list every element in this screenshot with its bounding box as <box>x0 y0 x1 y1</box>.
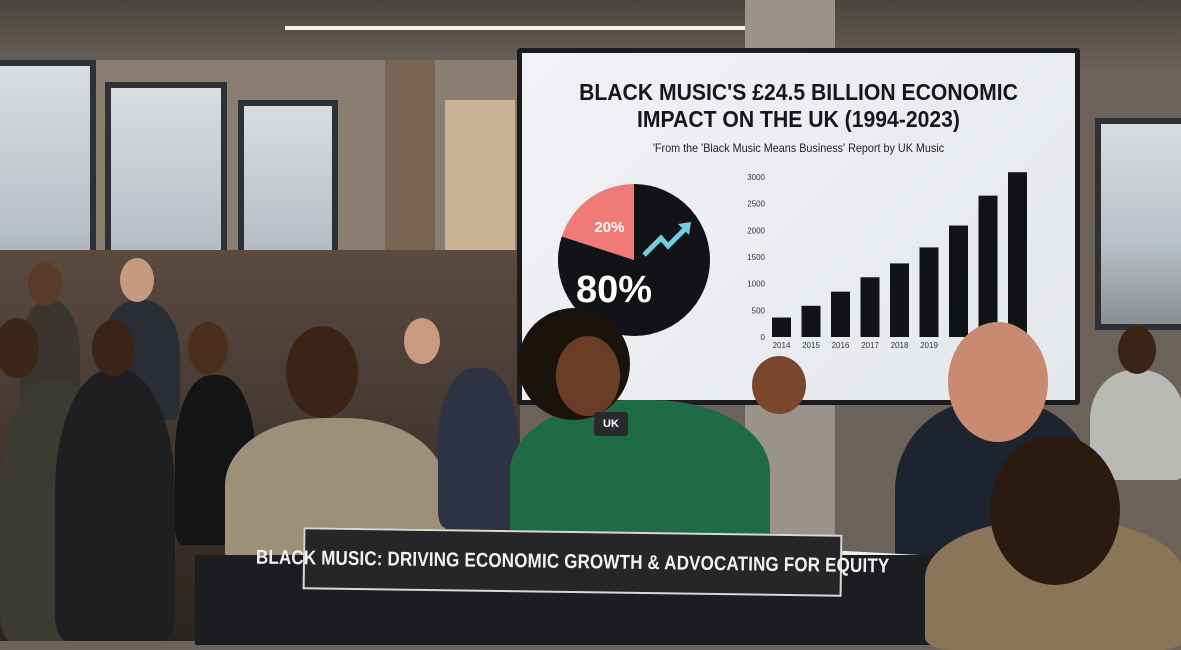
pie-label: 80% <box>576 269 652 311</box>
audience-member-head <box>286 326 358 418</box>
audience-member <box>55 370 175 641</box>
table-banner-text: BLACK MUSIC: DRIVING ECONOMIC GROWTH & A… <box>255 546 890 577</box>
trending-up-arrow-icon <box>642 226 688 257</box>
x-tick-label: 2015 <box>802 341 820 350</box>
bar <box>831 291 850 337</box>
pie-slice <box>558 184 710 337</box>
x-tick-label: 2018 <box>891 341 909 350</box>
pie-slice <box>561 184 634 260</box>
bar <box>860 277 880 337</box>
x-tick-label: 2019 <box>920 341 938 350</box>
y-tick-label: 3000 <box>747 173 765 182</box>
y-tick-label: 2000 <box>747 226 765 235</box>
bar <box>801 305 821 337</box>
bar <box>1008 172 1027 337</box>
slide-title-line-2: IMPACT ON THE UK (1994-2023) <box>637 106 960 132</box>
slide-title-line-1: BLACK MUSIC'S £24.5 BILLION ECONOMIC <box>579 79 1018 105</box>
x-tick-label: 2014 <box>773 341 791 350</box>
pie-label: 20% <box>594 219 624 236</box>
x-tick-label: 2017 <box>861 341 879 350</box>
y-tick-label: 2500 <box>747 200 765 209</box>
window <box>1095 118 1181 330</box>
bar <box>890 263 909 337</box>
bar <box>978 195 998 337</box>
trending-up-arrow-head-icon <box>678 222 691 235</box>
speaker-hand <box>752 356 806 414</box>
panelist-head <box>948 322 1048 442</box>
table-banner: BLACK MUSIC: DRIVING ECONOMIC GROWTH & A… <box>256 527 889 597</box>
audience-member-head <box>188 322 228 374</box>
microphone-flag: UK <box>594 412 628 436</box>
slide-subtitle: 'From the 'Black Music Means Business' R… <box>652 141 945 155</box>
y-tick-label: 1500 <box>747 253 765 262</box>
y-tick-label: 0 <box>761 333 766 342</box>
slide-charts: 20% 80% 0 500 1000 1500 2000 2500 3000 2014 2015 20… <box>558 172 1027 350</box>
audience-member-head <box>1118 326 1156 374</box>
x-tick-label: 2016 <box>832 341 850 350</box>
slide-title: BLACK MUSIC'S £24.5 BILLION ECONOMIC IMP… <box>544 79 1053 133</box>
speaker-face <box>556 336 620 416</box>
y-tick-label: 1000 <box>747 280 765 289</box>
audience-member-head <box>404 318 440 364</box>
y-tick-label: 500 <box>752 306 766 315</box>
audience-member-head <box>92 320 134 376</box>
bar <box>949 225 968 337</box>
audience-member-head <box>28 262 62 306</box>
bar <box>919 247 939 337</box>
audience-member-head <box>120 258 154 302</box>
ceiling-light <box>285 6 745 30</box>
bar <box>772 317 791 337</box>
audience-member <box>438 368 518 528</box>
audience-member-head <box>0 318 39 378</box>
foreground-person-head <box>990 435 1120 585</box>
